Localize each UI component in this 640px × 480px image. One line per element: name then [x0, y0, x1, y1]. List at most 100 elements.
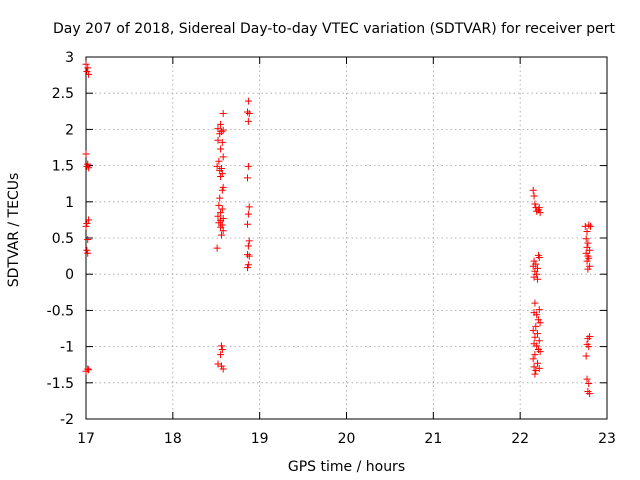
- data-point: [582, 249, 590, 257]
- data-point: [585, 221, 593, 229]
- data-point: [532, 322, 540, 330]
- x-tick-labels: 17 18 19 20 21 22 23: [77, 431, 616, 447]
- data-point: [245, 237, 253, 245]
- data-point: [219, 227, 227, 235]
- data-point: [83, 246, 91, 254]
- y-tick-label: 0: [65, 267, 74, 283]
- data-point: [217, 172, 225, 180]
- data-point: [219, 183, 227, 191]
- data-point: [213, 244, 221, 252]
- data-point: [530, 363, 538, 371]
- data-point: [217, 342, 225, 350]
- data-point: [84, 235, 92, 243]
- data-point: [582, 235, 590, 243]
- data-point: [213, 162, 221, 170]
- data-point: [586, 262, 594, 270]
- data-point: [529, 355, 537, 363]
- data-point: [84, 64, 92, 72]
- y-tick-labels: -2 -1.5 -1 -0.5 0 0.5 1 1.5 2 2.5 3: [47, 50, 74, 428]
- data-point: [585, 380, 593, 388]
- data-point: [84, 249, 92, 257]
- x-tick-label: 17: [77, 431, 95, 447]
- data-point: [216, 194, 224, 202]
- data-point: [533, 311, 541, 319]
- data-point: [245, 109, 253, 117]
- data-point: [536, 348, 544, 356]
- data-point: [585, 254, 593, 262]
- data-point: [218, 138, 226, 146]
- data-point: [529, 327, 537, 335]
- data-point: [532, 366, 540, 374]
- data-point: [535, 204, 543, 212]
- data-point: [217, 362, 225, 370]
- data-point: [584, 239, 592, 247]
- data-point: [218, 170, 226, 178]
- data-point: [214, 136, 222, 144]
- data-point: [217, 231, 225, 239]
- data-point: [244, 97, 252, 105]
- data-point: [535, 254, 543, 262]
- data-point: [585, 343, 593, 351]
- data-point: [530, 257, 538, 265]
- data-point: [531, 351, 539, 359]
- data-point: [583, 257, 591, 265]
- data-point: [244, 251, 252, 259]
- data-point: [219, 109, 227, 117]
- data-point: [245, 252, 253, 260]
- data-point: [82, 222, 90, 230]
- data-point: [533, 342, 541, 350]
- data-point: [219, 153, 227, 161]
- data-point: [583, 227, 591, 235]
- data-point: [586, 390, 594, 398]
- data-point: [219, 365, 227, 373]
- data-point: [584, 335, 592, 343]
- data-point: [587, 222, 595, 230]
- y-tick-label: 3: [65, 50, 74, 66]
- y-tick-label: -2: [60, 412, 74, 428]
- data-point: [85, 164, 93, 172]
- data-point: [83, 220, 91, 228]
- data-point: [531, 267, 539, 275]
- chart-title: Day 207 of 2018, Sidereal Day-to-day VTE…: [53, 21, 615, 37]
- data-point: [83, 67, 91, 75]
- data-point: [244, 174, 252, 182]
- axis-ticks: [85, 56, 608, 420]
- data-point: [244, 108, 252, 116]
- data-point: [244, 261, 252, 269]
- x-tick-label: 21: [424, 431, 442, 447]
- data-point: [217, 209, 225, 217]
- y-tick-label: -1.5: [47, 376, 74, 392]
- data-point: [582, 352, 590, 360]
- y-tick-label: 1.5: [52, 159, 74, 175]
- y-tick-label: -1: [60, 340, 74, 356]
- data-point: [83, 162, 91, 170]
- data-point: [533, 207, 541, 215]
- data-point: [535, 337, 543, 345]
- data-point: [244, 162, 252, 170]
- data-point: [244, 117, 252, 125]
- data-point: [244, 242, 252, 250]
- data-point: [82, 60, 90, 68]
- data-point: [217, 120, 225, 128]
- data-point: [214, 125, 222, 133]
- data-point: [530, 192, 538, 200]
- data-point: [245, 203, 253, 211]
- data-point: [531, 333, 539, 341]
- x-axis-label: GPS time / hours: [288, 459, 405, 475]
- data-point: [529, 186, 537, 194]
- data-point: [529, 262, 537, 270]
- data-point: [244, 220, 252, 228]
- data-point: [217, 351, 225, 359]
- x-tick-label: 18: [164, 431, 182, 447]
- y-tick-label: -0.5: [47, 303, 74, 319]
- data-point: [85, 366, 93, 374]
- data-point: [244, 264, 252, 272]
- x-tick-label: 23: [598, 431, 616, 447]
- data-point: [85, 216, 93, 224]
- data-point: [214, 212, 222, 220]
- data-point: [534, 275, 542, 283]
- y-tick-label: 2.5: [52, 86, 74, 102]
- data-point: [531, 370, 539, 378]
- y-axis-label: SDTVAR / TECUs: [6, 173, 22, 288]
- data-point: [586, 246, 594, 254]
